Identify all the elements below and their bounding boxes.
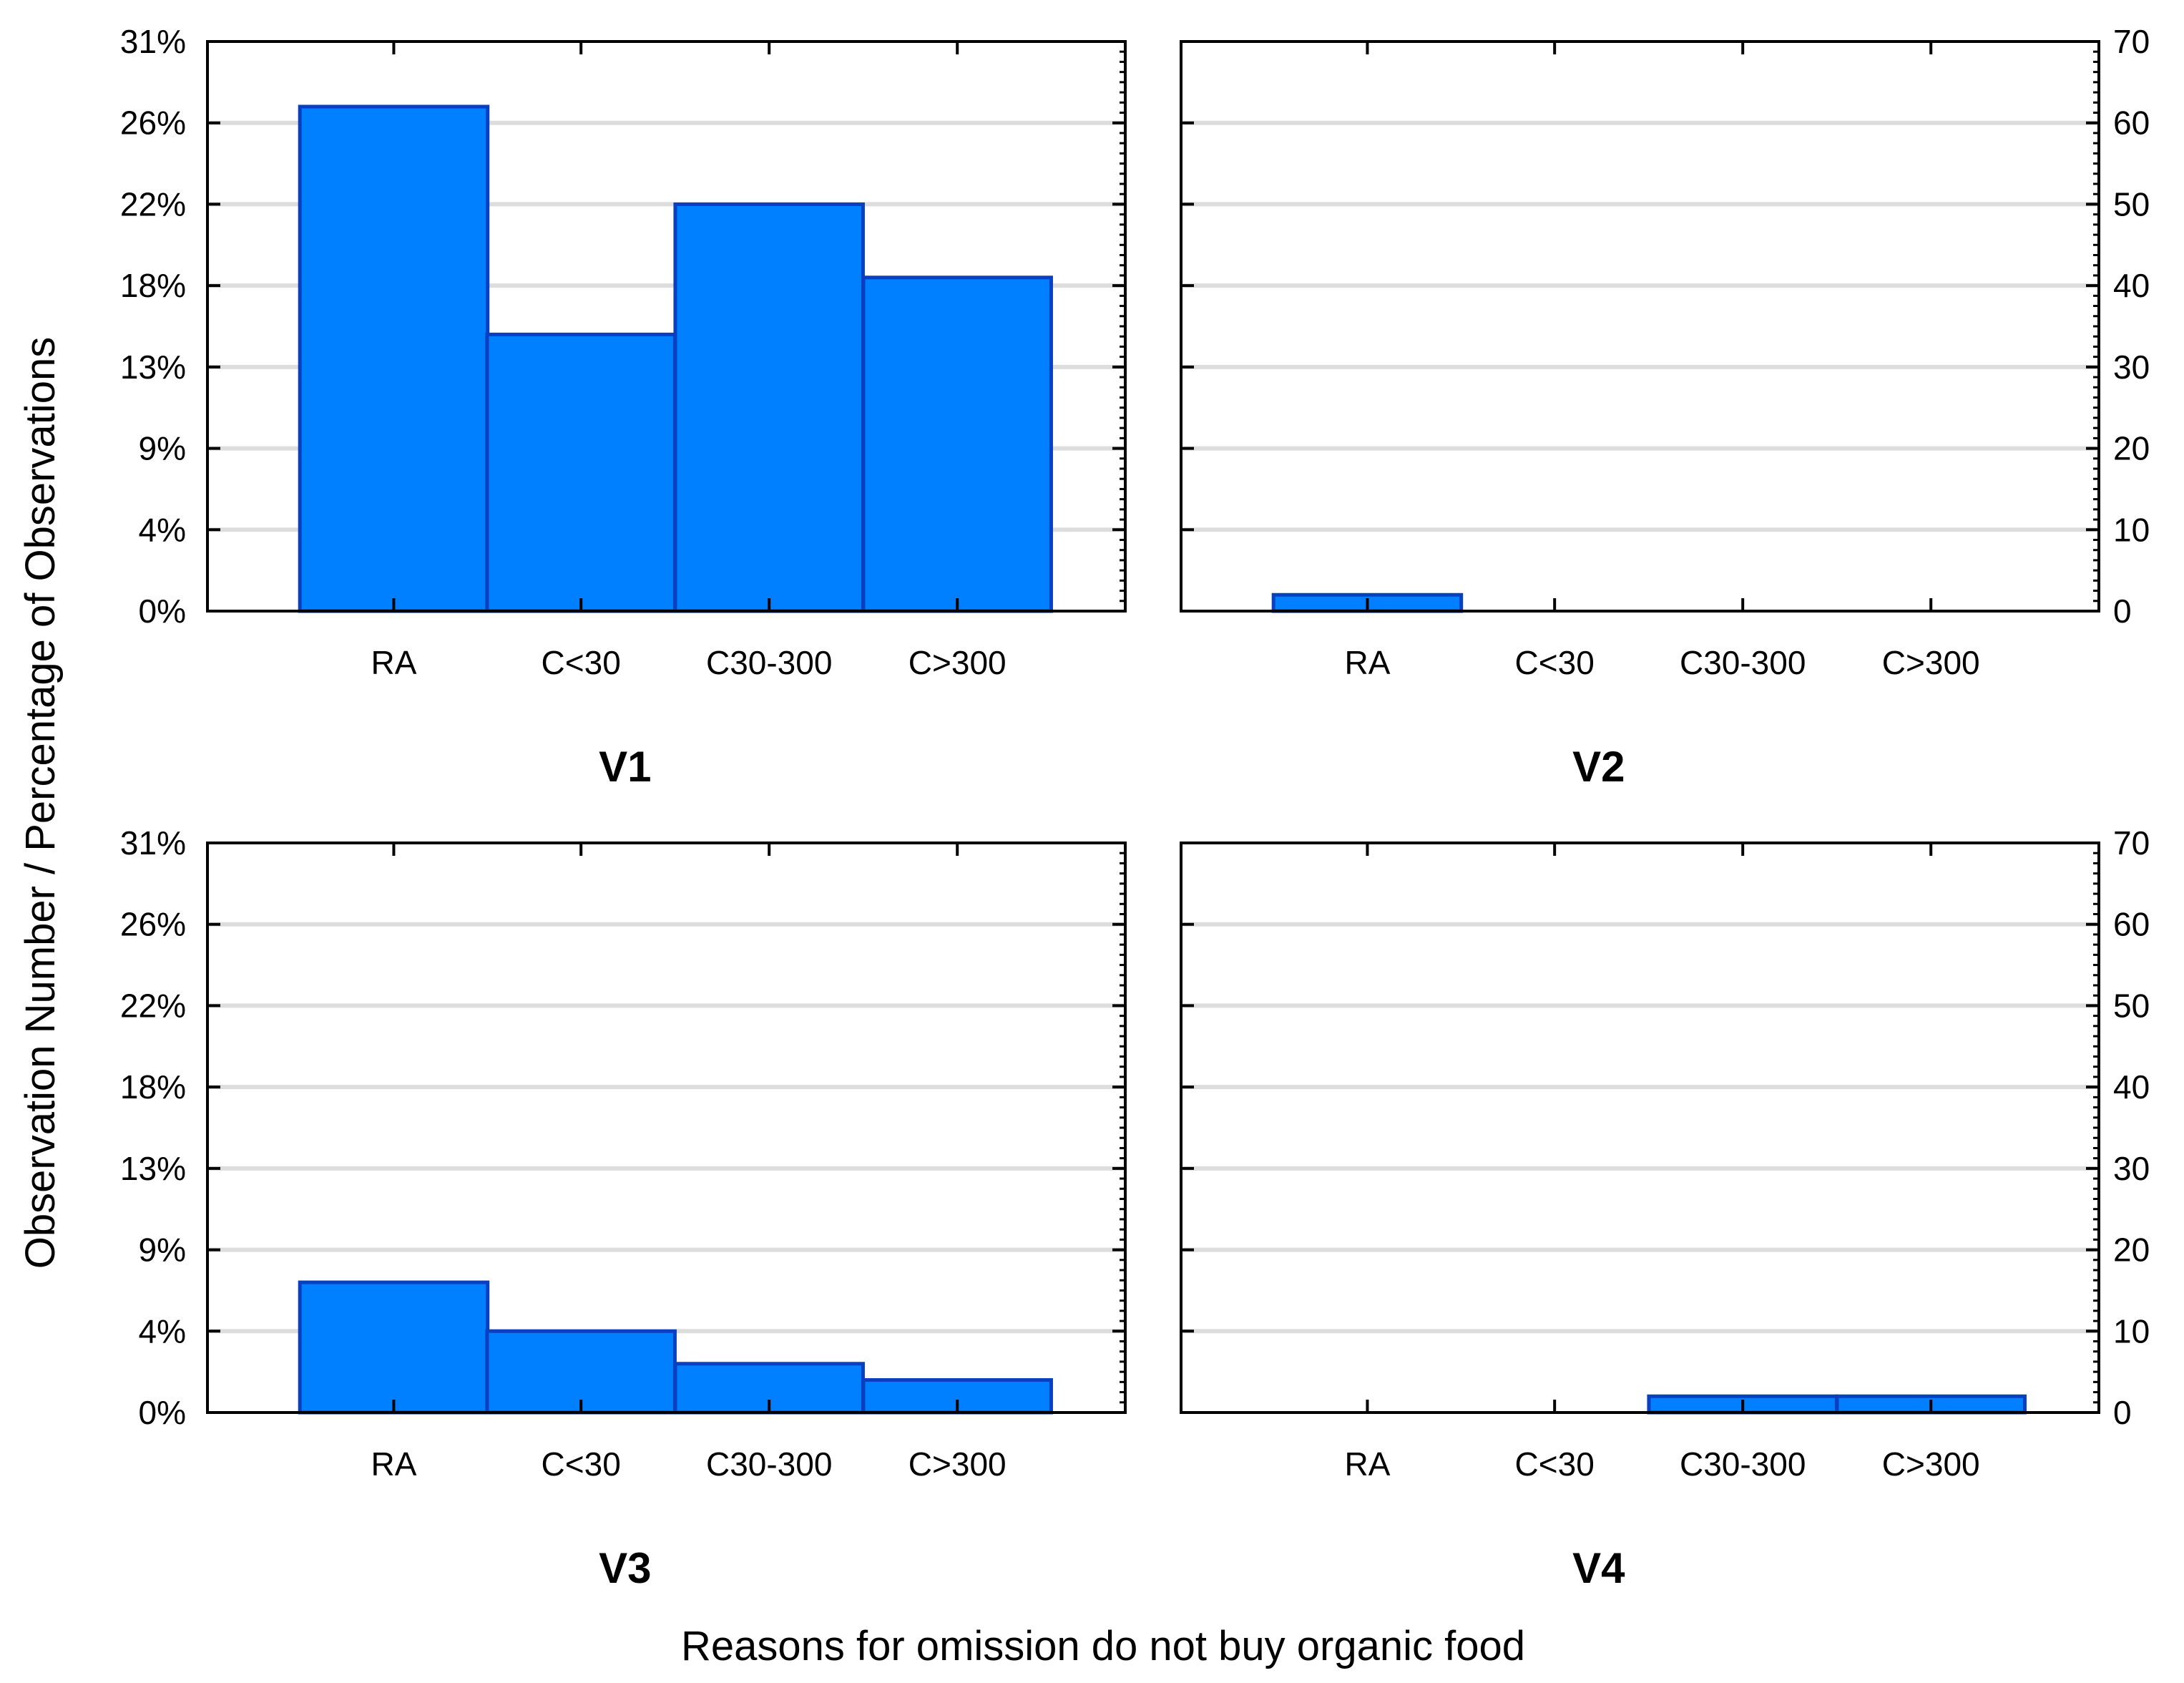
panel-v4-x-label-ra: RA [1344, 1445, 1390, 1483]
panel-v1-x-label-ra: RA [371, 644, 416, 681]
panel-v2-x-label-ra: RA [1344, 644, 1390, 681]
panel-v2-right-tick-label: 70 [2113, 23, 2150, 60]
panel-v4-right-tick-label: 0 [2113, 1394, 2132, 1431]
panel-v4-x-label-c<30: C<30 [1515, 1445, 1595, 1483]
panel-v1-left-tick-label: 13% [120, 348, 186, 386]
panel-v3-title: V3 [599, 1544, 651, 1592]
panel-v4-right-tick-label: 70 [2113, 824, 2150, 862]
panel-v2-x-label-c<30: C<30 [1515, 644, 1595, 681]
panel-v1-bar-c30-300 [673, 202, 865, 613]
panel-v2-frame [1180, 40, 2100, 613]
panel-v3-bar-c<30 [485, 1329, 677, 1415]
panel-v2-right-tick-label: 50 [2113, 185, 2150, 223]
panel-v3-x-label-c<30: C<30 [542, 1445, 621, 1483]
panel-v3-bar-c>300 [861, 1378, 1053, 1415]
panel-v3-left-tick-label: 9% [139, 1231, 186, 1269]
panels-group: 0% 4% 9% 13% 18% 22% 26% 31% RA C<30 C30-300 C>300 V… [120, 23, 2150, 1592]
panel-v3-left-tick-label: 26% [120, 906, 186, 943]
panel-v4-x-label-c30-300: C30-300 [1680, 1445, 1806, 1483]
panel-v4-title: V4 [1572, 1544, 1625, 1592]
panel-v3-x-label-c30-300: C30-300 [706, 1445, 832, 1483]
y-axis-title: Observation Number / Percentage of Obser… [17, 337, 64, 1269]
panel-v2-right-tick-label: 20 [2113, 430, 2150, 467]
panel-v1-x-label-c<30: C<30 [542, 644, 621, 681]
panel-v3-left-tick-label: 13% [120, 1150, 186, 1187]
panel-v1-title: V1 [599, 743, 651, 791]
panel-v1-left-tick-label: 0% [139, 592, 186, 630]
panel-v3: 0% 4% 9% 13% 18% 22% 26% 31% RA C<30 C30-300 C>300 V… [120, 824, 1127, 1592]
panel-v1: 0% 4% 9% 13% 18% 22% 26% 31% RA C<30 C30-300 C>300 V… [120, 23, 1127, 791]
panel-v2-x-label-c30-300: C30-300 [1680, 644, 1806, 681]
panel-v3-left-tick-label: 4% [139, 1312, 186, 1350]
panel-v4-right-tick-label: 60 [2113, 906, 2150, 943]
panel-v3-left-tick-label: 18% [120, 1068, 186, 1106]
panel-v1-left-tick-label: 31% [120, 23, 186, 60]
panel-v3-x-label-c>300: C>300 [909, 1445, 1007, 1483]
panel-v1-left-tick-label: 18% [120, 267, 186, 304]
panel-v1-left-tick-label: 4% [139, 511, 186, 548]
panel-v4: 0 10 20 30 40 50 60 70 RA C<30 C30-300 C>300 V4 [1180, 824, 2150, 1592]
panel-v1-x-label-c>300: C>300 [909, 644, 1007, 681]
panel-v4-right-tick-label: 20 [2113, 1231, 2150, 1269]
panel-v2-right-tick-label: 40 [2113, 267, 2150, 304]
panel-v4-right-tick-label: 40 [2113, 1068, 2150, 1106]
panel-v2-right-tick-label: 10 [2113, 511, 2150, 548]
panel-v4-right-tick-label: 30 [2113, 1150, 2150, 1187]
panel-v1-left-tick-label: 9% [139, 430, 186, 467]
panel-v4-right-tick-label: 50 [2113, 987, 2150, 1024]
panel-v3-x-label-ra: RA [371, 1445, 416, 1483]
x-axis-title: Reasons for omission do not buy organic … [681, 1623, 1525, 1669]
panel-v2-title: V2 [1572, 743, 1625, 791]
panel-v1-bar-ra [298, 104, 490, 613]
panel-v2: 0 10 20 30 40 50 60 70 RA C<30 C30-300 C>300 V2 [1180, 23, 2150, 791]
panel-v2-right-tick-label: 60 [2113, 104, 2150, 142]
panel-v3-left-tick-label: 22% [120, 987, 186, 1024]
panel-v3-bar-ra [298, 1280, 490, 1415]
panel-v1-left-tick-label: 26% [120, 104, 186, 142]
panel-v2-x-label-c>300: C>300 [1882, 644, 1980, 681]
panel-v2-right-tick-label: 30 [2113, 348, 2150, 386]
panel-v2-right-tick-label: 0 [2113, 592, 2132, 630]
panel-v3-left-tick-label: 31% [120, 824, 186, 862]
panel-v1-bar-c>300 [861, 275, 1053, 613]
panel-v3-left-tick-label: 0% [139, 1394, 186, 1431]
panel-v4-x-label-c>300: C>300 [1882, 1445, 1980, 1483]
panel-v1-bar-c<30 [485, 332, 677, 613]
panel-v1-x-label-c30-300: C30-300 [706, 644, 832, 681]
panel-v4-right-tick-label: 10 [2113, 1312, 2150, 1350]
panel-v4-frame [1180, 841, 2100, 1414]
panel-v1-left-tick-label: 22% [120, 185, 186, 223]
